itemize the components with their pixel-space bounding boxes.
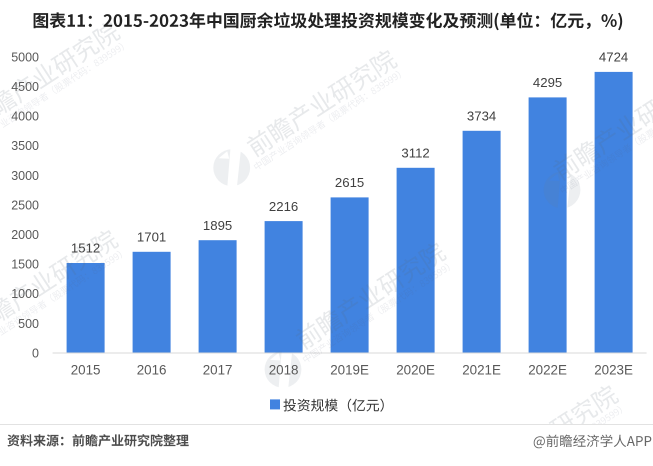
svg-text:2017: 2017 <box>203 363 233 378</box>
svg-text:1701: 1701 <box>137 230 166 245</box>
svg-text:2216: 2216 <box>269 199 298 214</box>
svg-text:5000: 5000 <box>11 50 39 64</box>
svg-text:1895: 1895 <box>203 218 232 233</box>
svg-text:2020E: 2020E <box>396 363 435 378</box>
svg-text:1000: 1000 <box>11 287 39 301</box>
svg-text:3112: 3112 <box>401 146 429 161</box>
svg-text:4000: 4000 <box>11 110 39 124</box>
svg-text:2500: 2500 <box>11 198 39 212</box>
svg-text:2615: 2615 <box>335 175 364 190</box>
svg-text:0: 0 <box>32 346 39 360</box>
svg-text:3500: 3500 <box>11 139 39 153</box>
svg-text:1512: 1512 <box>71 241 100 256</box>
svg-text:3734: 3734 <box>467 109 496 124</box>
svg-text:500: 500 <box>18 317 39 331</box>
svg-text:2022E: 2022E <box>528 363 567 378</box>
svg-text:4295: 4295 <box>533 75 562 90</box>
svg-text:2015: 2015 <box>71 363 101 378</box>
svg-text:2021E: 2021E <box>462 363 501 378</box>
svg-text:2016: 2016 <box>137 363 167 378</box>
svg-text:3000: 3000 <box>11 169 39 183</box>
svg-text:2000: 2000 <box>11 228 39 242</box>
svg-text:2018: 2018 <box>269 363 299 378</box>
svg-text:2023E: 2023E <box>594 363 633 378</box>
svg-text:4500: 4500 <box>11 80 39 94</box>
svg-text:1500: 1500 <box>11 258 39 272</box>
svg-text:2019E: 2019E <box>330 363 369 378</box>
svg-text:4724: 4724 <box>599 50 628 65</box>
